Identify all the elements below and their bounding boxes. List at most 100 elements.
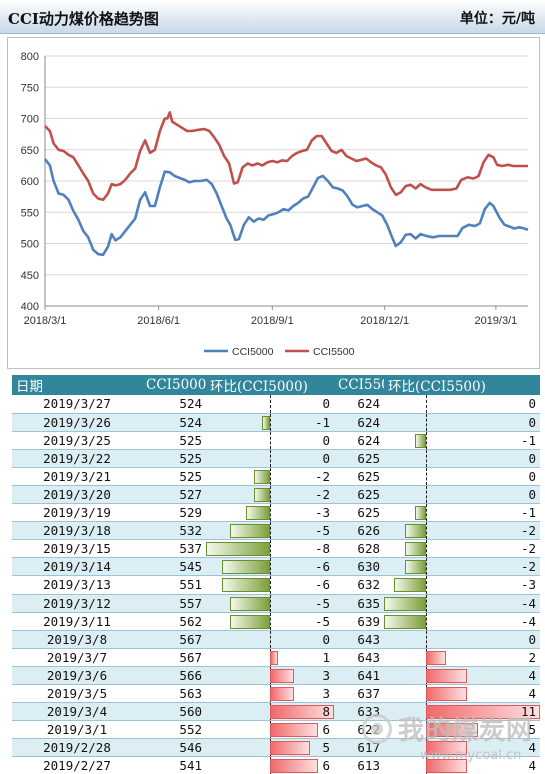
row-chg-cci5500: 0 (384, 630, 540, 649)
change-value: 8 (322, 704, 330, 720)
change-bar-negative (254, 469, 270, 484)
row-cci5000: 524 (142, 413, 206, 432)
row-date: 2019/3/7 (12, 648, 142, 667)
row-chg-cci5000: -5 (206, 612, 334, 631)
change-zero-axis (270, 449, 271, 467)
row-cci5000: 551 (142, 575, 206, 595)
table-row: 2019/3/1 552 6 622 5 (12, 720, 540, 740)
row-cci5500: 628 (334, 539, 384, 559)
row-date: 2019/3/18 (12, 521, 142, 541)
change-value: 0 (528, 468, 536, 484)
row-cci5500: 625 (334, 467, 384, 486)
row-chg-cci5000: 5 (206, 738, 334, 758)
row-cci5500: 641 (334, 666, 384, 686)
change-value: 0 (322, 396, 330, 412)
row-cci5500: 624 (334, 413, 384, 432)
change-value: 1 (322, 649, 330, 665)
change-value: 11 (520, 704, 536, 720)
row-date: 2019/3/27 (12, 395, 142, 414)
row-chg-cci5500: 4 (384, 756, 540, 774)
change-bar-positive (425, 687, 468, 701)
change-bar-negative (404, 560, 426, 575)
change-zero-axis (270, 485, 271, 504)
row-chg-cci5000: -5 (206, 594, 334, 613)
y-tick-label: 500 (21, 239, 39, 251)
change-value: -2 (520, 559, 536, 575)
row-chg-cci5000: -3 (206, 503, 334, 523)
row-cci5500: 633 (334, 702, 384, 722)
change-bar-positive (425, 705, 540, 720)
change-value: -6 (314, 559, 330, 575)
change-value: -2 (520, 523, 536, 539)
change-value: -3 (520, 577, 536, 593)
table-body: 2019/3/27 524 0 624 0 2019/3/26 524 -1 624 0 2019/… (12, 395, 540, 774)
change-value: -3 (314, 505, 330, 521)
change-value: 0 (322, 631, 330, 647)
change-bar-negative (230, 596, 270, 611)
change-bar-negative (254, 487, 270, 502)
change-value: -1 (520, 432, 536, 448)
table-header-row: 日期 CCI5000 环比(CCI5000) CCI5500 环比(CCI550… (12, 375, 540, 395)
change-bar-positive (270, 650, 278, 665)
row-chg-cci5500: 5 (384, 720, 540, 740)
row-chg-cci5000: 8 (206, 702, 334, 722)
change-value: 5 (528, 722, 536, 738)
y-tick-label: 650 (21, 145, 39, 157)
row-chg-cci5500: 0 (384, 467, 540, 486)
change-bar-negative (415, 433, 426, 448)
change-bar-negative (230, 524, 270, 539)
x-tick-label: 2019/3/1 (474, 315, 517, 327)
change-value: -4 (520, 613, 536, 629)
change-value: -2 (520, 541, 536, 557)
change-zero-axis (425, 504, 427, 522)
change-bar-negative (404, 542, 426, 557)
change-value: -2 (314, 487, 330, 503)
y-tick-label: 750 (21, 82, 39, 94)
change-value: 0 (528, 631, 536, 647)
change-bar-negative (262, 415, 270, 430)
change-value: 4 (528, 740, 536, 756)
row-chg-cci5000: 0 (206, 395, 334, 414)
row-cci5500: 630 (334, 557, 384, 577)
row-chg-cci5500: 4 (384, 684, 540, 704)
series-line-cci5000 (43, 158, 529, 257)
table-row: 2019/3/19 529 -3 625 -1 (12, 503, 540, 523)
change-bar-positive (270, 759, 318, 774)
row-chg-cci5500: -1 (384, 503, 540, 523)
change-zero-axis (270, 522, 271, 540)
row-chg-cci5000: -2 (206, 467, 334, 486)
change-zero-axis (425, 449, 427, 467)
row-chg-cci5000: -1 (206, 413, 334, 432)
page-title: CCI动力煤价格趋势图 (8, 10, 159, 28)
row-date: 2019/3/1 (12, 720, 142, 740)
change-value: 0 (322, 432, 330, 448)
change-bar-positive (425, 668, 468, 683)
change-value: 2 (528, 649, 536, 665)
table-row: 2019/3/13 551 -6 632 -3 (12, 575, 540, 595)
change-value: -5 (314, 595, 330, 611)
table-row: 2019/3/27 524 0 624 0 (12, 395, 540, 414)
table-row: 2019/3/4 560 8 633 11 (12, 702, 540, 722)
header-chg-cci5500: 环比(CCI5500) (384, 375, 540, 395)
header-chg-cci5000: 环比(CCI5000) (206, 375, 334, 395)
price-trend-chart: 400 450 500 550 600 650 700 750 800 2018/3/1 2018/… (21, 51, 529, 358)
change-zero-axis (425, 630, 427, 648)
row-date: 2019/3/25 (12, 431, 142, 450)
x-tick-label: 2018/6/1 (137, 315, 180, 327)
change-value: 0 (528, 396, 536, 412)
row-chg-cci5000: -6 (206, 575, 334, 595)
change-value: -5 (314, 523, 330, 539)
row-cci5500: 637 (334, 684, 384, 704)
table-row: 2019/3/25 525 0 624 -1 (12, 431, 540, 450)
row-chg-cci5000: 3 (206, 666, 334, 686)
row-cci5500: 625 (334, 503, 384, 523)
change-value: 3 (322, 667, 330, 683)
price-table-wrap: 日期 CCI5000 环比(CCI5000) CCI5500 环比(CCI550… (12, 375, 540, 774)
legend-label: CCI5000 (232, 346, 274, 358)
row-chg-cci5500: 0 (384, 395, 540, 414)
change-zero-axis (425, 576, 427, 594)
change-bar-positive (270, 741, 310, 756)
row-date: 2019/3/20 (12, 485, 142, 505)
row-date: 2019/2/27 (12, 756, 142, 774)
change-bar-negative (404, 524, 426, 539)
